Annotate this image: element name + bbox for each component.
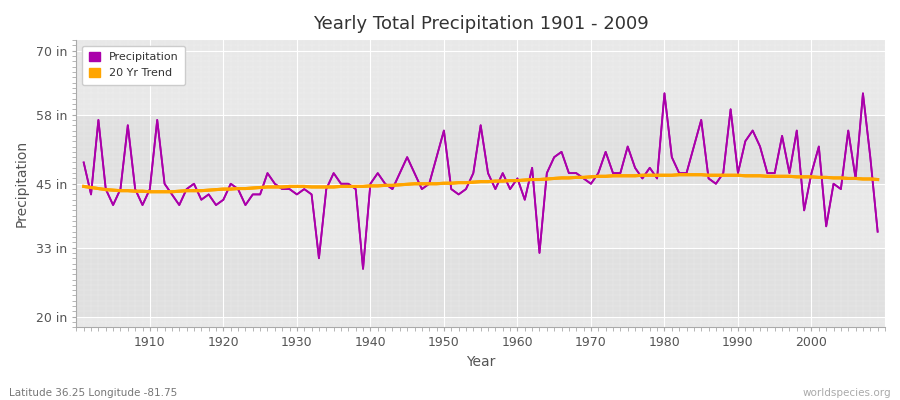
Bar [76, 248, 885, 317]
Bar [76, 184, 885, 248]
Title: Yearly Total Precipitation 1901 - 2009: Yearly Total Precipitation 1901 - 2009 [313, 15, 649, 33]
Y-axis label: Precipitation: Precipitation [15, 140, 29, 227]
Text: Latitude 36.25 Longitude -81.75: Latitude 36.25 Longitude -81.75 [9, 388, 177, 398]
Bar [76, 114, 885, 184]
Bar [76, 51, 885, 114]
Text: worldspecies.org: worldspecies.org [803, 388, 891, 398]
X-axis label: Year: Year [466, 355, 495, 369]
Legend: Precipitation, 20 Yr Trend: Precipitation, 20 Yr Trend [82, 46, 185, 85]
